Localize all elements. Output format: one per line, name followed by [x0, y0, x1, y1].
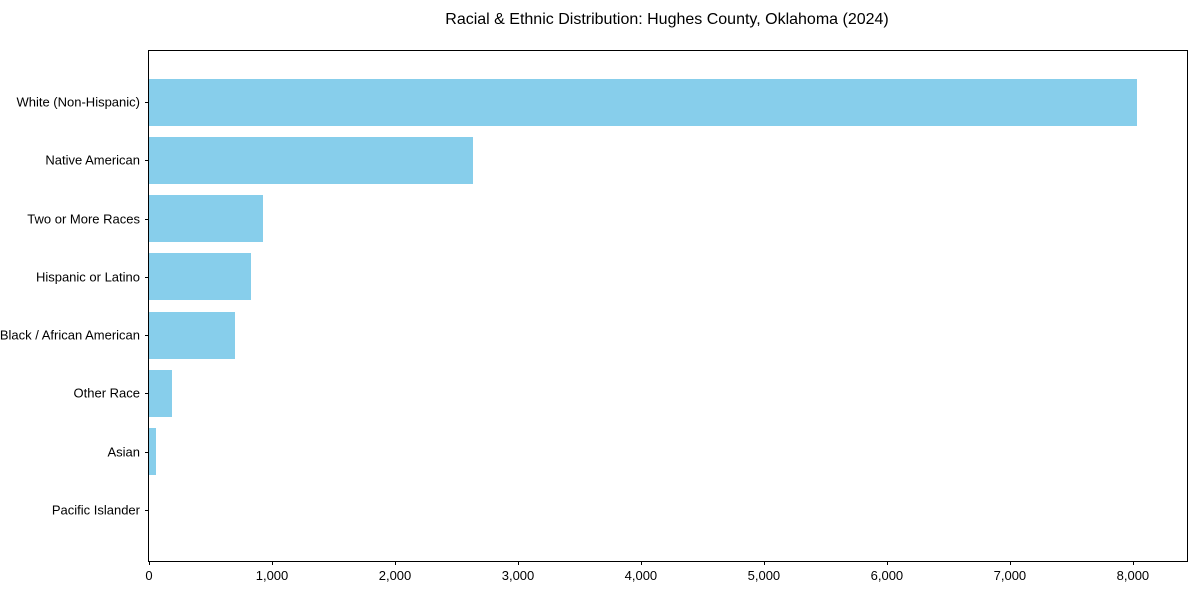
x-tick-label: 4,000: [624, 568, 658, 583]
y-axis-tick: [145, 452, 149, 453]
x-axis-tick: [640, 561, 642, 565]
y-tick-label: Two or More Races: [27, 211, 140, 227]
y-tick-label: Native American: [45, 152, 140, 168]
x-tick-label: 1,000: [255, 568, 289, 583]
bar: [149, 370, 173, 417]
x-axis-tick: [763, 561, 765, 565]
y-tick-label: Pacific Islander: [51, 502, 140, 518]
x-axis-tick: [1132, 561, 1134, 565]
x-axis-tick: [272, 561, 273, 565]
bar: [149, 428, 157, 475]
x-tick-label: 2,000: [378, 568, 412, 583]
plot-area: White (Non-Hispanic) Native American Two o…: [0, 50, 1188, 583]
y-tick-label: Asian: [107, 444, 140, 460]
bar: [149, 195, 264, 242]
y-axis-tick: [145, 160, 149, 161]
x-tick-label: 5,000: [747, 568, 781, 583]
chart-title: Racial & Ethnic Distribution: Hughes Cou…: [445, 11, 889, 28]
x-axis-tick: [518, 561, 519, 565]
y-axis-tick: [145, 102, 149, 103]
x-tick-label: 3,000: [501, 568, 535, 583]
y-axis-tick: [145, 335, 149, 336]
x-tick-label: 0: [145, 568, 153, 583]
y-axis-tick: [145, 277, 149, 278]
x-axis-tick: [149, 561, 150, 565]
y-axis-tick: [145, 510, 149, 511]
bar: [149, 312, 235, 359]
x-axis-tick: [1009, 561, 1011, 565]
x-tick-label: 6,000: [870, 568, 904, 583]
y-tick-label: White (Non-Hispanic): [16, 94, 140, 110]
x-axis-tick: [886, 561, 888, 565]
y-tick-label: Other Race: [73, 385, 140, 401]
y-axis-tick: [145, 219, 149, 220]
y-tick-label: Black / African American: [0, 327, 140, 343]
y-tick-label: Hispanic or Latino: [35, 269, 140, 285]
x-tick-label: 8,000: [1116, 568, 1150, 583]
bar: [149, 137, 473, 184]
bar: [149, 79, 1138, 126]
x-tick-label: 7,000: [993, 568, 1027, 583]
y-axis-tick: [145, 393, 149, 394]
bar: [149, 253, 252, 300]
x-axis-tick: [395, 561, 396, 565]
